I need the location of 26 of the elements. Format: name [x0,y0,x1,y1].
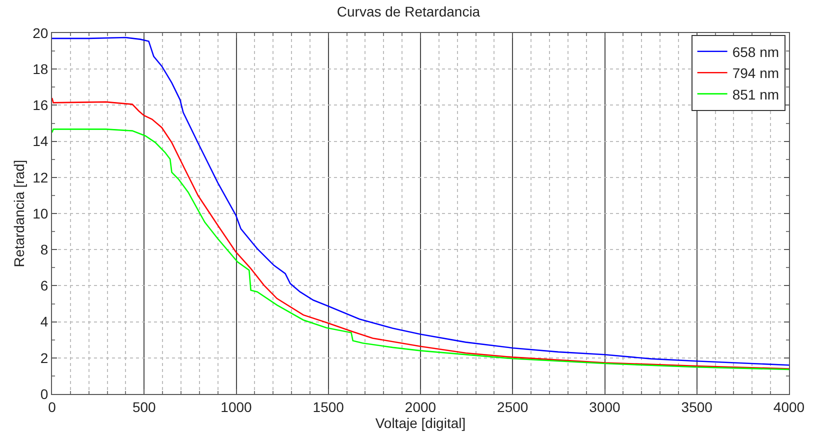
legend-label: 658 nm [732,44,780,60]
y-tick-label: 20 [32,24,48,41]
y-tick-label: 10 [32,205,48,222]
x-tick-label: 1500 [312,398,344,415]
y-tick-label: 4 [40,314,48,330]
x-tick-label: 1000 [220,398,252,415]
x-tick-label: 3500 [681,398,713,415]
legend-label: 794 nm [732,65,780,82]
x-tick-label: 3000 [589,398,621,415]
legend-label: 851 nm [732,86,780,102]
y-tick-label: 18 [32,61,48,77]
x-tick-label: 4000 [773,398,805,415]
x-tick-label: 500 [132,398,156,415]
y-tick-label: 14 [32,133,48,150]
y-tick-label: 8 [40,242,48,258]
y-tick-label: 0 [40,386,48,402]
line-series [52,36,789,366]
x-tick-label: 2000 [404,398,436,415]
y-tick-label: 6 [40,278,48,294]
y-tick-label: 2 [40,350,48,366]
y-axis-title: Retardancia [rad] [11,160,28,268]
y-tick-label: 16 [32,97,48,114]
x-tick-label: 2500 [497,398,528,415]
x-axis-title: Voltaje [digital] [375,414,466,431]
chart-title: Curvas de Retardancia [336,3,480,20]
y-tick-label: 12 [32,169,48,186]
